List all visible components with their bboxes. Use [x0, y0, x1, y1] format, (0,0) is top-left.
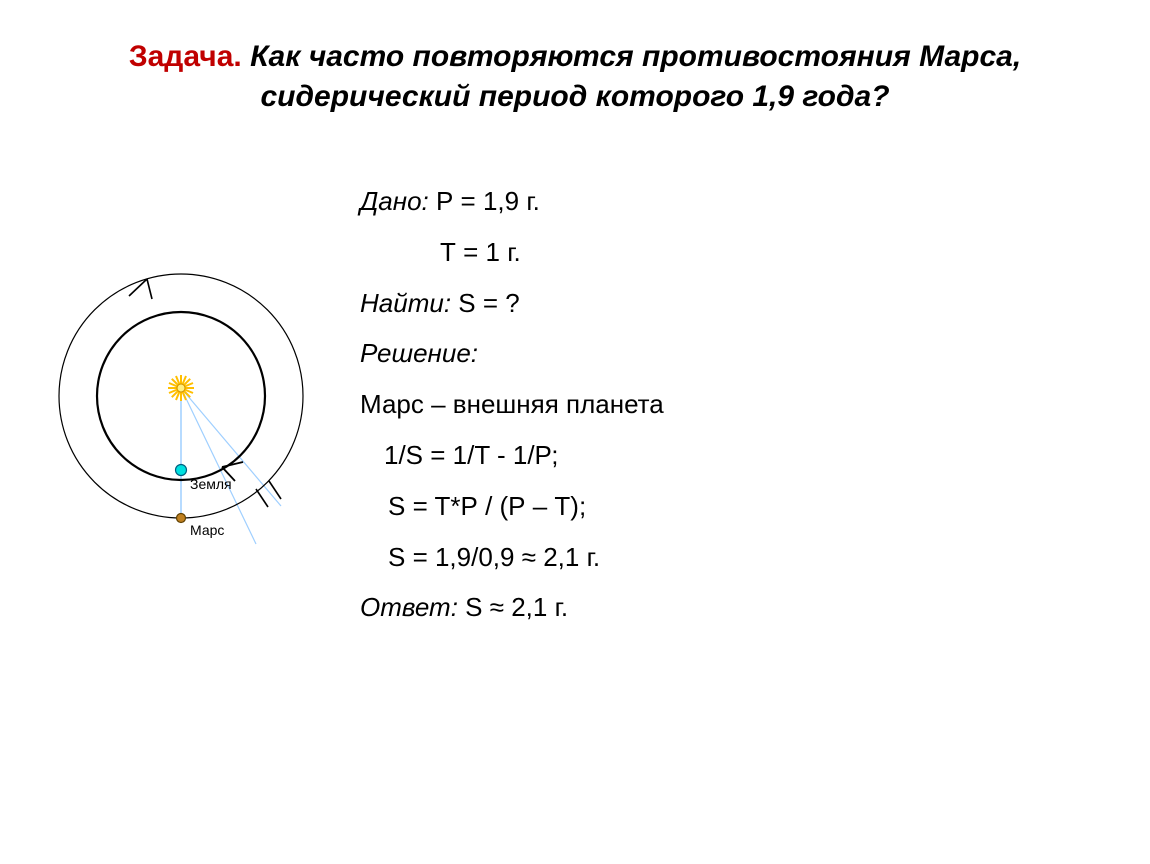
solution-line-2: 1/S = 1/T - 1/Р;	[384, 439, 664, 473]
earth-label: Земля	[190, 476, 232, 492]
title-line-2: сидерический период которого 1,9 года?	[0, 80, 1150, 114]
answer-value: S ≈ 2,1 г.	[458, 592, 568, 622]
given-line-1: Дано: Р = 1,9 г.	[360, 185, 664, 219]
title-prefix: Задача.	[129, 40, 250, 73]
solution-label-line: Решение:	[360, 337, 664, 371]
mars-tangent-ticks	[256, 481, 281, 507]
solution-content: Дано: Р = 1,9 г. Т = 1 г. Найти: S = ? Р…	[360, 185, 664, 642]
answer-line: Ответ: S ≈ 2,1 г.	[360, 591, 664, 625]
orbit-diagram: Земля Марс	[45, 260, 317, 550]
solution-line-3: S = T*Р / (Р – T);	[388, 490, 664, 524]
find-label: Найти:	[360, 288, 451, 318]
mars-dot	[177, 514, 186, 523]
mars-label: Марс	[190, 522, 224, 538]
title-line-1: Задача. Как часто повторяются противосто…	[0, 40, 1150, 74]
sun-icon	[168, 375, 194, 401]
given-label: Дано:	[360, 186, 429, 216]
find-value: S = ?	[451, 288, 520, 318]
title-question-2: сидерический период которого 1,9 года?	[260, 80, 889, 113]
solution-line-1: Марс – внешняя планета	[360, 388, 664, 422]
solution-label: Решение:	[360, 338, 478, 368]
given-value-2: Т = 1 г.	[440, 237, 521, 267]
solution-line-4: S = 1,9/0,9 ≈ 2,1 г.	[388, 541, 664, 575]
tangent-line-2	[181, 388, 256, 544]
answer-label: Ответ:	[360, 592, 458, 622]
given-line-2: Т = 1 г.	[440, 236, 664, 270]
outer-arrow	[129, 279, 152, 299]
find-line: Найти: S = ?	[360, 287, 664, 321]
problem-title: Задача. Как часто повторяются противосто…	[0, 40, 1150, 114]
earth-dot	[176, 465, 187, 476]
title-question-1: Как часто повторяются противостояния Мар…	[250, 40, 1021, 73]
given-value-1: Р = 1,9 г.	[429, 186, 540, 216]
